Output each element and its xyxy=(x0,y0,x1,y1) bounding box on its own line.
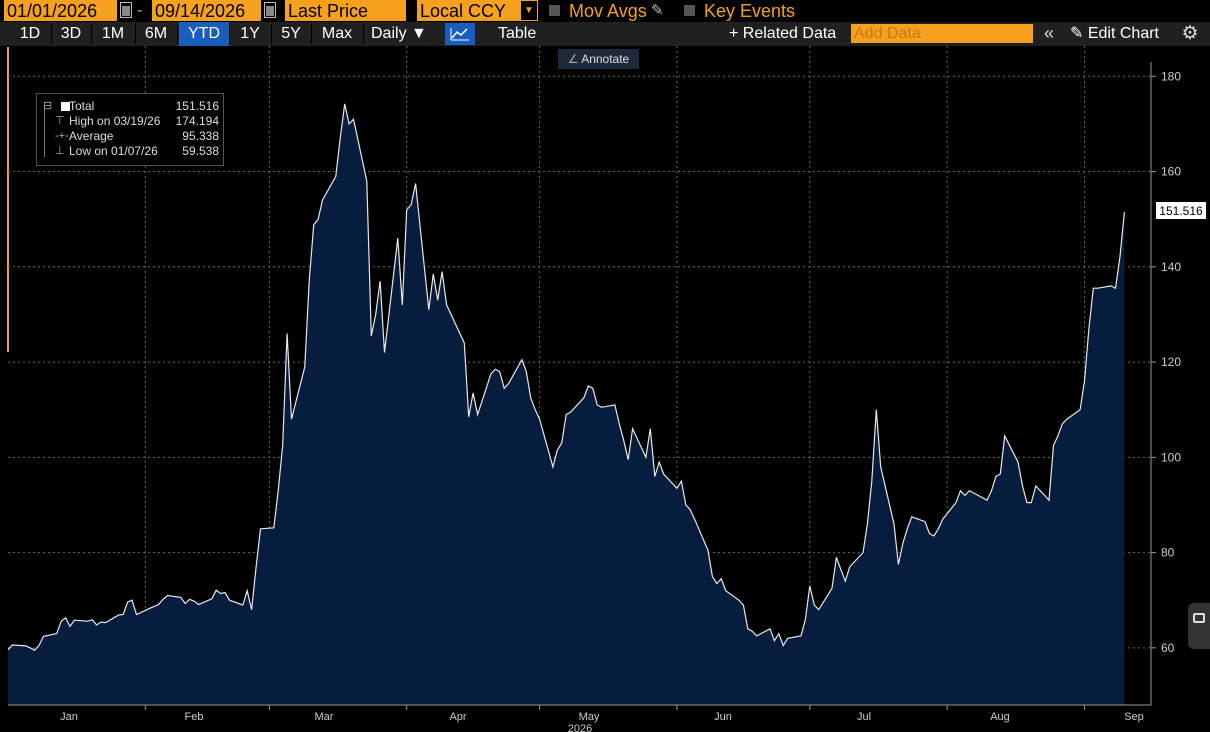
gear-icon[interactable]: ⚙ xyxy=(1181,23,1199,44)
range-button-3d[interactable]: 3D xyxy=(60,25,82,42)
legend-total-value: 151.516 xyxy=(175,99,219,113)
low-marker-icon: ⊥ xyxy=(55,145,65,157)
annotate-label: Annotate xyxy=(581,52,630,66)
pencil-icon: ∠ xyxy=(567,52,582,66)
range-separator xyxy=(363,24,364,44)
last-value-text: 151.516 xyxy=(1159,204,1203,218)
legend-row-low: ⊥ Low on 01/07/26 59.538 xyxy=(43,144,219,159)
x-axis-year-label: 2026 xyxy=(568,723,592,732)
side-panel-tab[interactable] xyxy=(1188,603,1210,649)
range-separator xyxy=(177,24,178,44)
range-separator xyxy=(51,24,52,44)
legend-row-average: -+- Average 95.338 xyxy=(43,129,219,144)
x-tick-label: May xyxy=(579,711,600,723)
series-color-swatch xyxy=(61,102,70,111)
range-button-max[interactable]: Max xyxy=(321,25,353,42)
end-date-field[interactable]: 09/14/2026 xyxy=(152,0,261,21)
legend-total-label: Total xyxy=(69,99,95,113)
date-separator: - xyxy=(137,2,143,19)
range-button-1d[interactable]: 1D xyxy=(19,25,41,42)
related-data-button[interactable]: + Related Data xyxy=(729,22,837,46)
range-separator xyxy=(311,24,312,44)
price-line xyxy=(7,103,1125,651)
start-date-field[interactable]: 01/01/2026 xyxy=(4,0,117,21)
x-tick-label: Jan xyxy=(60,711,78,723)
average-marker-icon: -+- xyxy=(55,130,69,142)
legend-low-label: Low on 01/07/26 xyxy=(69,144,158,158)
legend-tree-line xyxy=(44,106,49,157)
y-tick-label: 180 xyxy=(1161,69,1181,83)
range-button-ytd[interactable]: YTD xyxy=(179,22,229,46)
x-tick-label: Mar xyxy=(315,711,334,723)
y-tick-label: 60 xyxy=(1161,641,1175,655)
last-value-badge: 151.516 xyxy=(1156,202,1206,219)
frequency-dropdown[interactable]: Daily ▼ xyxy=(371,25,427,42)
legend-row-total[interactable]: ⊟ Total 151.516 xyxy=(43,99,219,114)
chat-icon xyxy=(1193,613,1205,623)
mov-avgs-label[interactable]: Mov Avgs xyxy=(569,1,647,21)
range-button-1m[interactable]: 1M xyxy=(101,25,125,42)
collapse-icon[interactable]: ⊟ xyxy=(43,100,53,112)
end-calendar-icon[interactable] xyxy=(264,2,276,18)
legend-average-value: 95.338 xyxy=(182,129,219,143)
add-data-input[interactable]: Add Data xyxy=(851,24,1033,43)
range-separator xyxy=(91,24,92,44)
legend-box: ⊟ Total 151.516 ⊤ High on 03/19/26 174.1… xyxy=(36,93,224,166)
high-marker-icon: ⊤ xyxy=(55,115,65,127)
x-tick-label: Aug xyxy=(990,711,1010,723)
range-separator xyxy=(271,24,272,44)
collapse-chevron-icon[interactable]: « xyxy=(1043,23,1054,43)
range-separator xyxy=(135,24,136,44)
related-data-label: Related Data xyxy=(742,25,837,42)
key-events-label[interactable]: Key Events xyxy=(704,1,796,21)
edit-chart-label: Edit Chart xyxy=(1087,25,1159,42)
pencil-icon[interactable]: ✎ xyxy=(651,2,664,19)
y-tick-label: 80 xyxy=(1161,546,1175,560)
x-tick-label: Feb xyxy=(185,711,204,723)
currency-selector[interactable]: Local CCY xyxy=(417,0,521,21)
x-tick-label: Jun xyxy=(714,711,732,723)
table-button[interactable]: Table xyxy=(498,25,537,42)
plus-icon: + xyxy=(729,25,743,42)
legend-row-high: ⊤ High on 03/19/26 174.194 xyxy=(43,114,219,129)
legend-low-value: 59.538 xyxy=(182,144,219,158)
key-events-checkbox[interactable] xyxy=(684,5,695,16)
x-tick-label: Apr xyxy=(449,711,466,723)
legend-high-value: 174.194 xyxy=(175,114,219,128)
start-calendar-icon[interactable] xyxy=(120,2,132,18)
range-button-6m[interactable]: 6M xyxy=(144,25,168,42)
legend-high-label: High on 03/19/26 xyxy=(69,114,161,128)
range-button-1y[interactable]: 1Y xyxy=(240,25,260,42)
mov-avgs-checkbox[interactable] xyxy=(549,5,560,16)
y-tick-label: 160 xyxy=(1161,165,1181,179)
chevron-down-icon[interactable]: ▼ xyxy=(520,0,538,21)
y-tick-label: 120 xyxy=(1161,355,1181,369)
edit-chart-button[interactable]: ✎ Edit Chart xyxy=(1070,22,1159,46)
x-tick-label: Jul xyxy=(857,711,871,723)
range-button-5y[interactable]: 5Y xyxy=(281,25,301,42)
x-tick-label: Sep xyxy=(1124,711,1144,723)
range-separator xyxy=(229,24,230,44)
legend-average-label: Average xyxy=(69,129,114,143)
top-toolbar: 01/01/2026 - 09/14/2026 Last Price Local… xyxy=(0,0,1210,22)
y-tick-label: 100 xyxy=(1161,450,1181,464)
annotate-button[interactable]: ∠ Annotate xyxy=(558,49,639,69)
field-selector[interactable]: Last Price xyxy=(285,0,406,21)
line-chart-icon[interactable] xyxy=(445,23,475,45)
price-area-fill xyxy=(8,103,1125,705)
y-tick-label: 140 xyxy=(1161,260,1181,274)
pencil-icon: ✎ xyxy=(1070,25,1088,42)
